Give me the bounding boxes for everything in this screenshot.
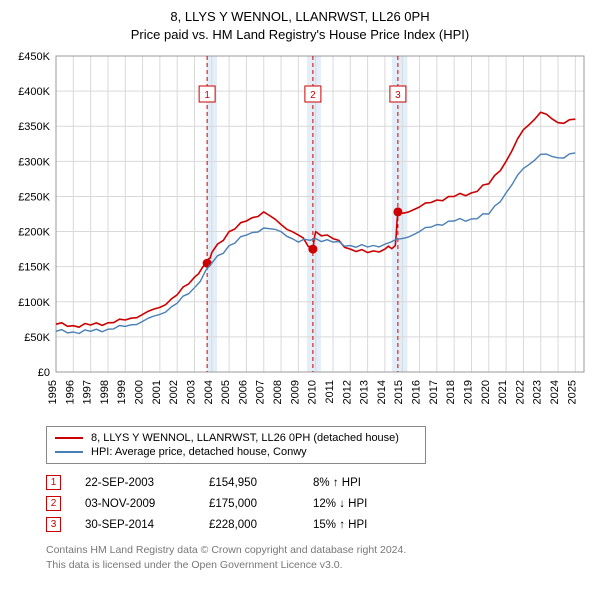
- svg-text:2021: 2021: [497, 380, 509, 404]
- svg-text:2018: 2018: [445, 380, 457, 404]
- svg-text:1995: 1995: [47, 380, 59, 404]
- svg-text:2000: 2000: [134, 380, 146, 404]
- svg-text:2006: 2006: [237, 380, 249, 404]
- legend-item: HPI: Average price, detached house, Conw…: [55, 445, 417, 459]
- svg-text:£250K: £250K: [18, 192, 50, 204]
- svg-text:2023: 2023: [532, 380, 544, 404]
- svg-text:2019: 2019: [462, 380, 474, 404]
- price-chart: £0 £50K £100K £150K £200K £250K £300K £350K £400…: [10, 50, 590, 420]
- legend-swatch: [55, 451, 83, 453]
- event-direction: 8% ↑ HPI: [313, 477, 423, 489]
- svg-text:2009: 2009: [289, 380, 301, 404]
- svg-text:2012: 2012: [341, 380, 353, 404]
- footer-line-2: This data is licensed under the Open Gov…: [46, 558, 590, 573]
- svg-text:1998: 1998: [99, 380, 111, 404]
- event-row: 3 30-SEP-2014 £228,000 15% ↑ HPI: [46, 514, 590, 535]
- legend-item: 8, LLYS Y WENNOL, LLANRWST, LL26 0PH (de…: [55, 431, 417, 445]
- event-row: 2 03-NOV-2009 £175,000 12% ↓ HPI: [46, 493, 590, 514]
- event-price: £175,000: [209, 498, 289, 510]
- title-line-2: Price paid vs. HM Land Registry's House …: [10, 26, 590, 44]
- svg-text:2020: 2020: [480, 380, 492, 404]
- svg-text:£400K: £400K: [18, 86, 50, 98]
- svg-text:2001: 2001: [151, 380, 163, 404]
- svg-text:1996: 1996: [64, 380, 76, 404]
- event-date: 03-NOV-2009: [85, 498, 185, 510]
- svg-text:2002: 2002: [168, 380, 180, 404]
- event-direction: 12% ↓ HPI: [313, 498, 423, 510]
- event-price: £228,000: [209, 519, 289, 531]
- svg-text:1997: 1997: [82, 380, 94, 404]
- svg-text:2016: 2016: [411, 380, 423, 404]
- svg-text:2003: 2003: [185, 380, 197, 404]
- svg-text:1: 1: [204, 90, 210, 101]
- event-marker: 1: [46, 475, 61, 490]
- footer: Contains HM Land Registry data © Crown c…: [46, 543, 590, 572]
- svg-text:£200K: £200K: [18, 227, 50, 239]
- container: 8, LLYS Y WENNOL, LLANRWST, LL26 0PH Pri…: [0, 0, 600, 581]
- svg-text:2017: 2017: [428, 380, 440, 404]
- svg-text:2014: 2014: [376, 380, 388, 404]
- legend-label: HPI: Average price, detached house, Conw…: [91, 446, 307, 458]
- svg-text:2: 2: [310, 90, 316, 101]
- svg-text:£150K: £150K: [18, 262, 50, 274]
- event-row: 1 22-SEP-2003 £154,950 8% ↑ HPI: [46, 472, 590, 493]
- event-direction: 15% ↑ HPI: [313, 519, 423, 531]
- svg-text:2007: 2007: [255, 380, 267, 404]
- svg-text:£50K: £50K: [24, 332, 50, 344]
- legend-swatch: [55, 437, 83, 439]
- event-marker: 3: [46, 517, 61, 532]
- footer-line-1: Contains HM Land Registry data © Crown c…: [46, 543, 590, 558]
- legend: 8, LLYS Y WENNOL, LLANRWST, LL26 0PH (de…: [46, 426, 426, 464]
- svg-text:2022: 2022: [514, 380, 526, 404]
- svg-text:£300K: £300K: [18, 157, 50, 169]
- svg-text:£450K: £450K: [18, 51, 50, 63]
- svg-text:£350K: £350K: [18, 122, 50, 134]
- svg-text:2008: 2008: [272, 380, 284, 404]
- event-marker: 2: [46, 496, 61, 511]
- svg-text:2011: 2011: [324, 380, 336, 404]
- svg-text:2025: 2025: [566, 380, 578, 404]
- svg-text:2004: 2004: [203, 380, 215, 404]
- svg-text:2005: 2005: [220, 380, 232, 404]
- svg-text:2013: 2013: [359, 380, 371, 404]
- svg-text:2024: 2024: [549, 380, 561, 404]
- svg-text:1999: 1999: [116, 380, 128, 404]
- svg-text:3: 3: [395, 90, 401, 101]
- chart-title: 8, LLYS Y WENNOL, LLANRWST, LL26 0PH Pri…: [10, 8, 590, 44]
- event-date: 22-SEP-2003: [85, 477, 185, 489]
- svg-text:2015: 2015: [393, 380, 405, 404]
- events-table: 1 22-SEP-2003 £154,950 8% ↑ HPI 2 03-NOV…: [46, 472, 590, 535]
- svg-text:£100K: £100K: [18, 297, 50, 309]
- title-line-1: 8, LLYS Y WENNOL, LLANRWST, LL26 0PH: [10, 8, 590, 26]
- event-price: £154,950: [209, 477, 289, 489]
- chart-svg: £0 £50K £100K £150K £200K £250K £300K £350K £400…: [10, 50, 590, 420]
- svg-text:2010: 2010: [307, 380, 319, 404]
- legend-label: 8, LLYS Y WENNOL, LLANRWST, LL26 0PH (de…: [91, 432, 399, 444]
- event-date: 30-SEP-2014: [85, 519, 185, 531]
- svg-text:£0: £0: [38, 367, 50, 379]
